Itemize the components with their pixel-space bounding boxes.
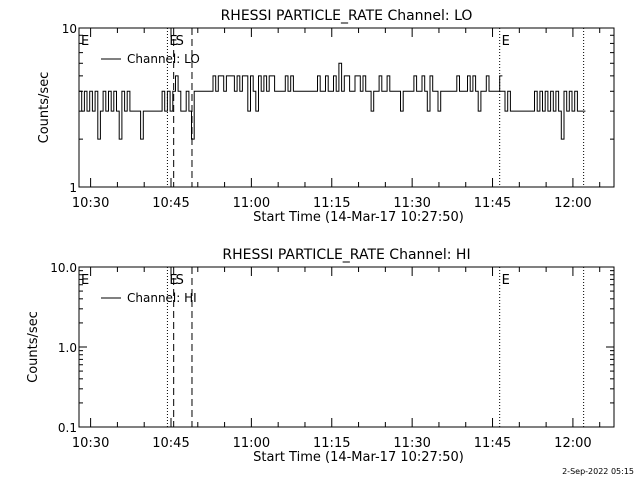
x-tick-label: 11:30 xyxy=(393,196,430,211)
y-axis-label: Counts/sec xyxy=(26,311,41,383)
y-axis-label: Counts/sec xyxy=(37,72,52,144)
event-marker-label: E xyxy=(81,273,89,288)
x-tick-label: 10:30 xyxy=(72,436,109,451)
plot-frame xyxy=(78,27,615,188)
series-line-Channel: LO xyxy=(499,90,586,140)
y-tick-label: 1.0 xyxy=(58,341,77,355)
event-marker-label: E xyxy=(502,34,510,49)
event-marker-label: E xyxy=(502,273,510,288)
y-tick-label: 0.1 xyxy=(58,421,77,435)
x-tick-label: 12:00 xyxy=(554,436,591,451)
event-marker-label: S xyxy=(176,34,184,49)
x-tick-label: 11:45 xyxy=(474,436,511,451)
chart-title: RHESSI PARTICLE_RATE Channel: LO xyxy=(221,8,473,24)
x-tick-label: 11:45 xyxy=(474,196,511,211)
y-tick-label: 1 xyxy=(69,181,77,195)
x-tick-label: 10:45 xyxy=(152,196,189,211)
x-tick-label: 10:45 xyxy=(152,436,189,451)
y-tick-label: 10 xyxy=(62,22,77,36)
legend-label: Channel: LO xyxy=(127,52,200,66)
event-marker-label: S xyxy=(176,273,184,288)
y-tick-label: 10.0 xyxy=(50,261,77,275)
x-tick-label: 11:00 xyxy=(233,196,270,211)
x-axis-label: Start Time (14-Mar-17 10:27:50) xyxy=(253,450,464,465)
series-line-Channel: LO xyxy=(79,62,503,140)
chart-title: RHESSI PARTICLE_RATE Channel: HI xyxy=(222,247,470,263)
event-marker-label: E xyxy=(81,34,89,49)
x-tick-label: 11:15 xyxy=(313,436,350,451)
x-tick-label: 10:30 xyxy=(72,196,109,211)
x-tick-label: 12:00 xyxy=(554,196,591,211)
x-tick-label: 11:15 xyxy=(313,196,350,211)
x-tick-label: 11:00 xyxy=(233,436,270,451)
x-tick-label: 11:30 xyxy=(393,436,430,451)
legend-label: Channel: HI xyxy=(127,291,197,305)
timestamp-footer: 2-Sep-2022 05:15 xyxy=(562,467,634,476)
x-axis-label: Start Time (14-Mar-17 10:27:50) xyxy=(253,210,464,225)
